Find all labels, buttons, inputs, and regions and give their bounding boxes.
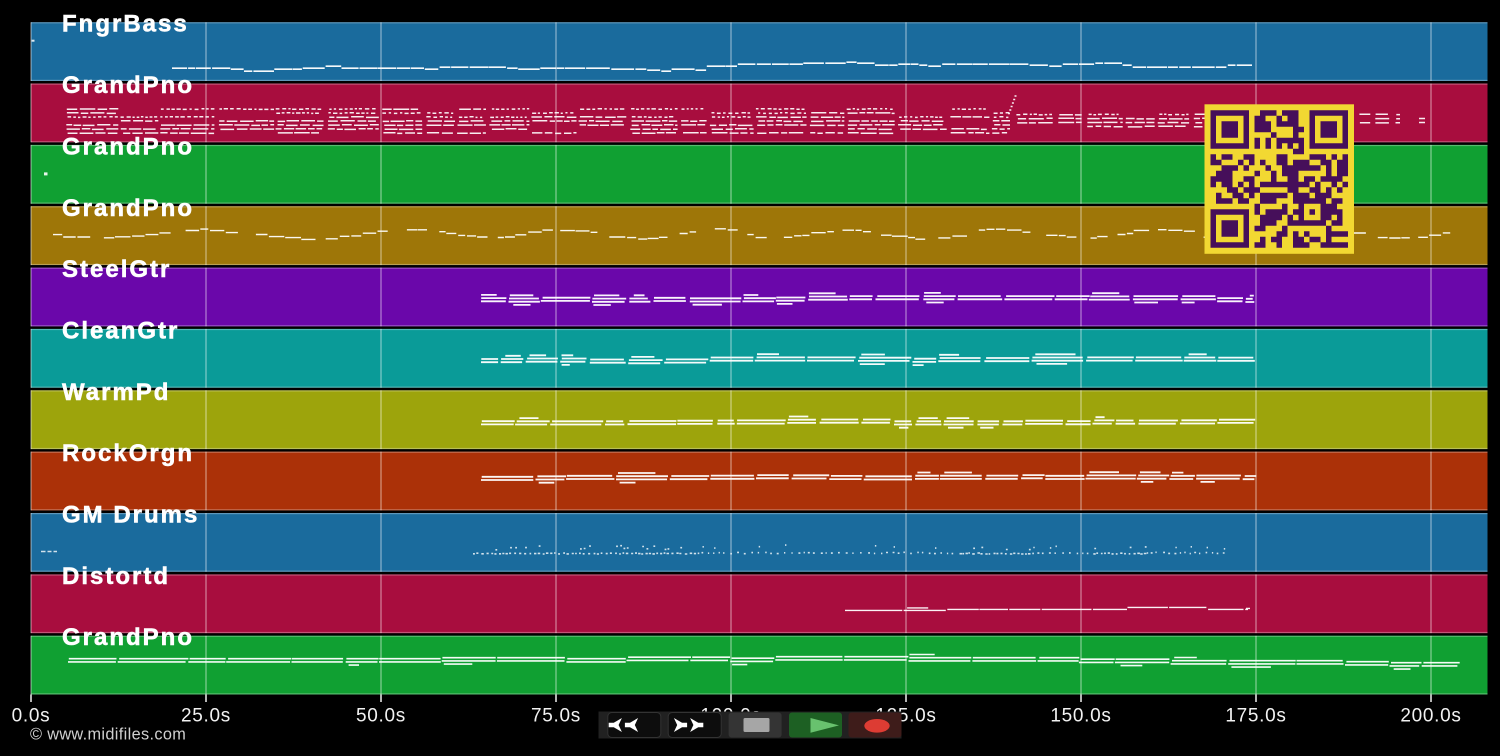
svg-text:© www.midifiles.com: © www.midifiles.com bbox=[30, 726, 186, 744]
svg-text:50.0s: 50.0s bbox=[356, 706, 406, 727]
svg-text:150.0s: 150.0s bbox=[1050, 706, 1111, 727]
svg-text:SteelGtr: SteelGtr bbox=[62, 256, 171, 283]
svg-text:GrandPno: GrandPno bbox=[62, 72, 194, 99]
svg-text:WarmPd: WarmPd bbox=[62, 379, 170, 406]
svg-text:Distortd: Distortd bbox=[62, 563, 170, 590]
svg-text:RockOrgn: RockOrgn bbox=[62, 440, 194, 467]
svg-text:CleanGtr: CleanGtr bbox=[62, 317, 179, 344]
svg-text:GrandPno: GrandPno bbox=[62, 195, 194, 222]
svg-text:175.0s: 175.0s bbox=[1225, 706, 1286, 727]
svg-text:GrandPno: GrandPno bbox=[62, 624, 194, 651]
svg-text:FngrBass: FngrBass bbox=[62, 11, 189, 38]
svg-text:25.0s: 25.0s bbox=[181, 706, 231, 727]
svg-text:GrandPno: GrandPno bbox=[62, 133, 194, 160]
svg-text:200.0s: 200.0s bbox=[1400, 706, 1461, 727]
svg-text:GM Drums: GM Drums bbox=[62, 502, 199, 529]
svg-text:0.0s: 0.0s bbox=[12, 706, 51, 727]
svg-text:75.0s: 75.0s bbox=[531, 706, 581, 727]
